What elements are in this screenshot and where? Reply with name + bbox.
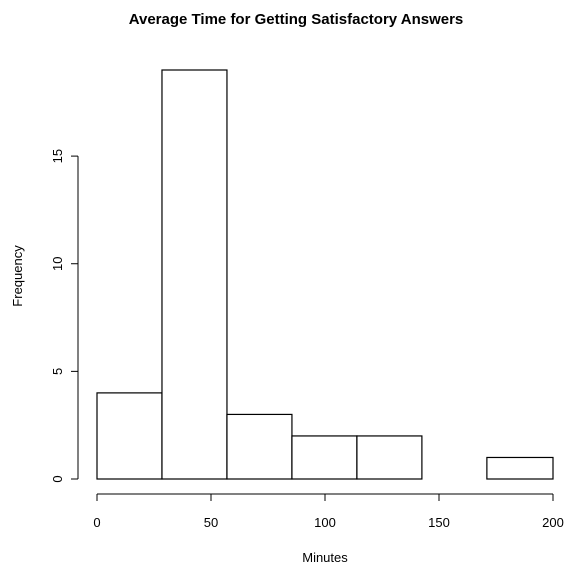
x-axis: 0 50 100 150 200 [93,493,564,530]
y-tick-label-1: 5 [50,368,65,375]
x-tick-label-0: 0 [93,515,100,530]
histogram-bar-6 [486,456,554,480]
histogram-bar-3 [291,435,358,480]
histogram-bar-0 [96,392,163,480]
y-tick-label-3: 15 [50,149,65,163]
bars-group [96,69,554,480]
x-tick-label-2: 100 [314,515,336,530]
chart-title: Average Time for Getting Satisfactory An… [129,11,464,28]
y-tick-label-0: 0 [50,475,65,482]
histogram-bar-1 [161,69,228,480]
x-tick-label-4: 200 [542,515,564,530]
histogram-bar-2 [226,413,293,480]
x-axis-label: Minutes [302,550,348,565]
x-tick-label-3: 150 [428,515,450,530]
y-axis-label: Frequency [10,245,25,307]
y-axis: 0 5 10 15 [50,149,79,483]
x-tick-label-1: 50 [204,515,218,530]
histogram-bar-4 [356,435,423,480]
y-tick-label-2: 10 [50,257,65,271]
